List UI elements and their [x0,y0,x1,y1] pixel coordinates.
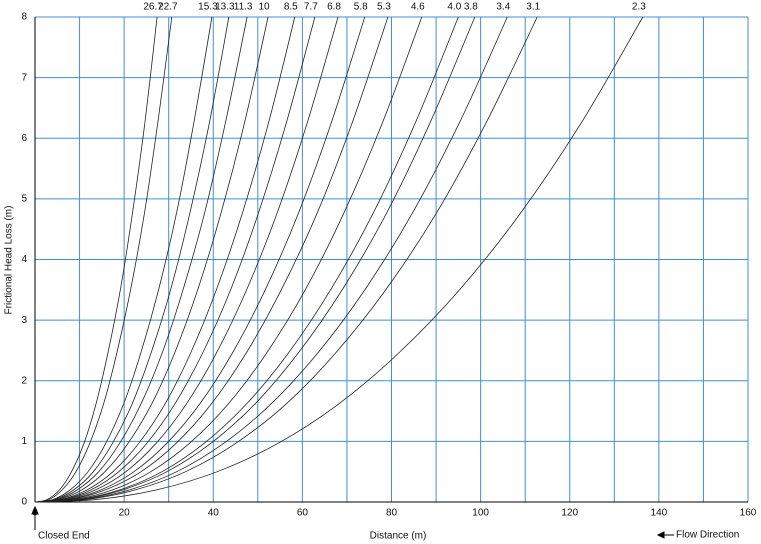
curve-label: 3.1 [526,2,540,13]
x-tick-label: 40 [208,508,220,519]
x-tick-label: 100 [472,508,489,519]
x-tick-label: 140 [651,508,668,519]
curve [34,16,296,503]
curve [34,16,423,503]
x-tick-label: 0 [32,508,38,519]
curve-label: 2.3 [632,2,646,13]
y-tick-label: 5 [21,194,27,205]
curve [34,16,459,503]
curve-label: 22.7 [158,2,178,13]
curve-label: 10 [258,2,270,13]
curve [34,16,339,503]
curve [34,16,230,503]
x-tick-label: 120 [561,508,578,519]
curve [34,16,316,503]
y-tick-label: 4 [21,254,27,265]
flow-direction-note: Flow Direction [676,530,739,541]
x-tick-label: 20 [119,508,131,519]
y-tick-label: 2 [21,375,27,386]
x-tick-label: 160 [740,508,757,519]
curve [34,16,269,503]
curve [34,16,389,503]
x-tick-label: 80 [386,508,398,519]
curve-label: 4.0 [447,2,461,13]
curve [34,16,173,503]
curve-label: 8.5 [284,2,298,13]
curve-label: 3.8 [464,2,478,13]
closed-end-arrow [31,505,39,530]
y-axis-label: Frictional Head Loss (m) [4,206,15,315]
y-tick-label: 7 [21,72,27,83]
curve [34,16,158,503]
curve-label: 26.7 [143,2,163,13]
y-tick-label: 0 [21,497,27,508]
curve [34,16,476,503]
curve [34,16,538,503]
curve-label: 11.3 [234,2,253,13]
x-tick-label: 60 [297,508,309,519]
curve [34,16,248,503]
closed-end-note: Closed End [38,531,90,542]
curve-label: 15.3 [198,2,218,13]
curve-label: 5.3 [377,2,391,13]
y-tick-label: 6 [21,133,27,144]
curve [34,16,508,503]
curve-label: 3.4 [496,2,510,13]
x-axis-label: Distance (m) [370,531,427,542]
y-tick-label: 1 [21,436,27,447]
y-tick-label: 3 [21,315,27,326]
curve-label: 6.8 [327,2,341,13]
flow-arrow [656,531,674,539]
curve-label: 4.6 [411,2,425,13]
curve-label: 5.8 [354,2,368,13]
curve [34,16,366,503]
curve-label: 13.3 [215,2,235,13]
curve [34,16,644,503]
curve [34,16,213,503]
y-tick-label: 8 [21,12,27,23]
curve-label: 7.7 [304,2,318,13]
